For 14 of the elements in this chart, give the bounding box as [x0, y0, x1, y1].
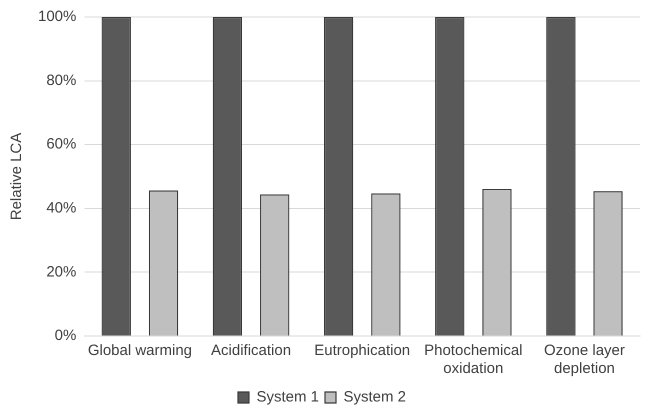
legend-label: System 1 [256, 388, 320, 406]
x-tick-label: Eutrophication [314, 342, 410, 360]
x-tick-label: Acidification [211, 342, 292, 360]
y-tick-label: 60% [46, 136, 76, 153]
y-axis-title: Relative LCA [8, 132, 26, 220]
y-tick-label: 40% [46, 200, 76, 217]
y-tick-label: 100% [38, 8, 76, 26]
x-tick-label: Photochemical oxidation [424, 342, 523, 378]
y-tick-label: 20% [46, 263, 76, 280]
legend-label: System 2 [344, 388, 406, 406]
x-tick-label: Ozone layer depletion [544, 342, 625, 378]
y-tick-label: 0% [54, 327, 76, 344]
x-tick-label: Global warming [88, 342, 192, 360]
y-tick-label: 80% [46, 72, 76, 89]
